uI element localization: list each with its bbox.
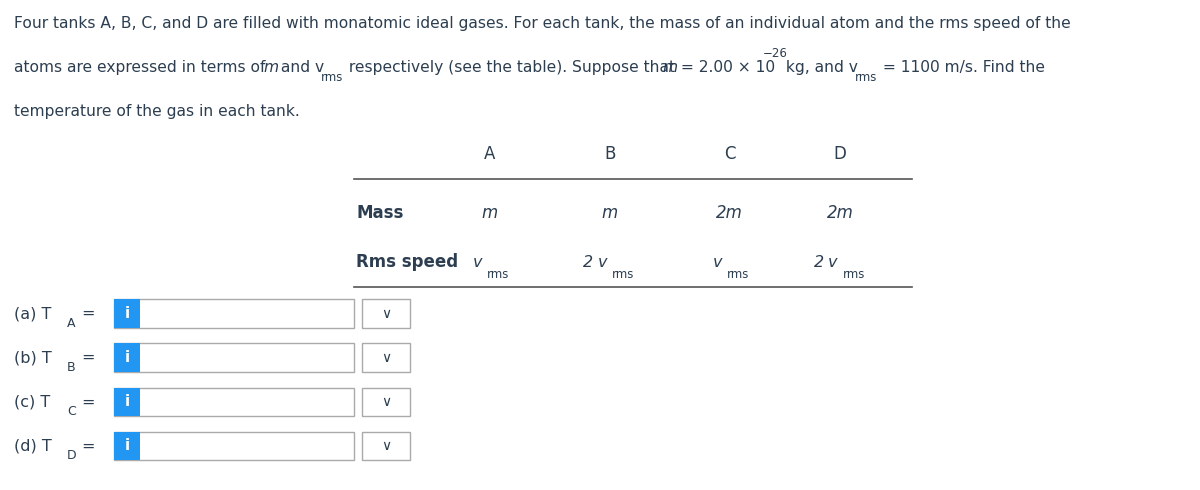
FancyBboxPatch shape bbox=[362, 343, 410, 372]
Text: = 1100 m/s. Find the: = 1100 m/s. Find the bbox=[878, 60, 1045, 75]
Text: rms: rms bbox=[727, 268, 750, 281]
FancyBboxPatch shape bbox=[114, 299, 354, 328]
Text: i: i bbox=[125, 439, 130, 453]
Text: D: D bbox=[834, 146, 846, 163]
Text: C: C bbox=[67, 405, 76, 418]
Text: m: m bbox=[481, 204, 498, 222]
Text: i: i bbox=[125, 306, 130, 321]
Text: =: = bbox=[82, 306, 95, 321]
Text: 2m: 2m bbox=[716, 204, 743, 222]
Text: m: m bbox=[264, 60, 278, 75]
Text: 2: 2 bbox=[814, 255, 823, 270]
Text: ∨: ∨ bbox=[382, 439, 391, 453]
FancyBboxPatch shape bbox=[362, 432, 410, 460]
Text: =: = bbox=[82, 439, 95, 453]
Text: m: m bbox=[662, 60, 678, 75]
Text: A: A bbox=[67, 317, 76, 330]
Text: (c) T: (c) T bbox=[14, 394, 50, 409]
Text: rms: rms bbox=[487, 268, 510, 281]
Text: rms: rms bbox=[854, 71, 877, 84]
Text: i: i bbox=[125, 350, 130, 365]
Text: i: i bbox=[125, 394, 130, 409]
Text: B: B bbox=[67, 361, 76, 374]
Text: m: m bbox=[601, 204, 618, 222]
Text: v: v bbox=[598, 255, 607, 270]
Text: rms: rms bbox=[842, 268, 865, 281]
Text: v: v bbox=[828, 255, 838, 270]
Text: temperature of the gas in each tank.: temperature of the gas in each tank. bbox=[14, 104, 300, 119]
FancyBboxPatch shape bbox=[114, 432, 140, 460]
FancyBboxPatch shape bbox=[114, 343, 140, 372]
FancyBboxPatch shape bbox=[114, 388, 354, 416]
Text: atoms are expressed in terms of: atoms are expressed in terms of bbox=[14, 60, 271, 75]
FancyBboxPatch shape bbox=[362, 299, 410, 328]
Text: (a) T: (a) T bbox=[14, 306, 52, 321]
Text: kg, and v: kg, and v bbox=[781, 60, 858, 75]
Text: v: v bbox=[473, 255, 482, 270]
Text: =: = bbox=[82, 394, 95, 409]
Text: 2: 2 bbox=[583, 255, 593, 270]
Text: B: B bbox=[604, 146, 616, 163]
Text: −26: −26 bbox=[763, 47, 788, 60]
Text: =: = bbox=[82, 350, 95, 365]
Text: 2m: 2m bbox=[827, 204, 853, 222]
Text: Mass: Mass bbox=[356, 204, 403, 222]
Text: C: C bbox=[724, 146, 736, 163]
Text: = 2.00 × 10: = 2.00 × 10 bbox=[677, 60, 775, 75]
Text: ∨: ∨ bbox=[382, 395, 391, 409]
Text: ∨: ∨ bbox=[382, 307, 391, 320]
Text: ∨: ∨ bbox=[382, 351, 391, 365]
Text: rms: rms bbox=[322, 71, 343, 84]
Text: and v: and v bbox=[276, 60, 324, 75]
FancyBboxPatch shape bbox=[114, 299, 140, 328]
Text: (b) T: (b) T bbox=[14, 350, 52, 365]
FancyBboxPatch shape bbox=[114, 388, 140, 416]
FancyBboxPatch shape bbox=[362, 388, 410, 416]
FancyBboxPatch shape bbox=[114, 343, 354, 372]
Text: respectively (see the table). Suppose that: respectively (see the table). Suppose th… bbox=[344, 60, 680, 75]
Text: A: A bbox=[484, 146, 496, 163]
Text: (d) T: (d) T bbox=[14, 439, 52, 453]
Text: D: D bbox=[67, 449, 77, 462]
FancyBboxPatch shape bbox=[114, 432, 354, 460]
Text: rms: rms bbox=[612, 268, 635, 281]
Text: Rms speed: Rms speed bbox=[356, 253, 458, 271]
Text: Four tanks A, B, C, and D are filled with monatomic ideal gases. For each tank, : Four tanks A, B, C, and D are filled wit… bbox=[14, 16, 1072, 31]
Text: v: v bbox=[713, 255, 722, 270]
